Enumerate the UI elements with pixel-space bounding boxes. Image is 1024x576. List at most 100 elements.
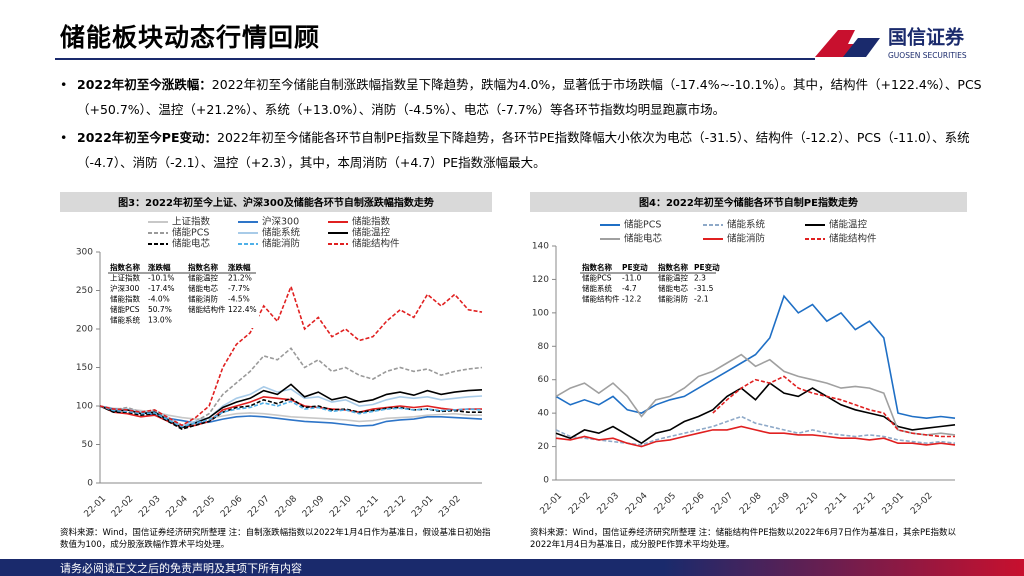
bullet: 2022年初至今涨跌幅：2022年初至今储能自制涨跌幅指数呈下降趋势，跌幅为4.… bbox=[60, 72, 982, 122]
x-tick-label: 22-06 bbox=[219, 494, 245, 520]
table-cell: -12.2 bbox=[622, 295, 642, 304]
legend-label: 储能系统 bbox=[262, 227, 301, 239]
x-tick-label: 22-10 bbox=[795, 491, 821, 517]
logo-text-en: GUOSEN SECURITIES bbox=[888, 51, 967, 60]
table-cell: -17.4% bbox=[148, 284, 175, 293]
table-header: 涨跌幅 bbox=[148, 262, 171, 272]
x-tick-label: 22-02 bbox=[110, 494, 136, 520]
table-cell: 上证指数 bbox=[110, 273, 140, 283]
table-header: PE变动 bbox=[694, 262, 720, 272]
chart-note: 资料来源：Wind，国信证券经济研究所整理 注：自制涨跌幅指数以2022年1月4… bbox=[60, 528, 491, 550]
table-cell: 储能电芯 bbox=[658, 283, 688, 293]
chart-title-bar bbox=[530, 192, 967, 212]
y-tick-label: 40 bbox=[538, 409, 550, 419]
table-cell: 储能消防 bbox=[658, 294, 688, 304]
x-tick-label: 22-07 bbox=[246, 494, 272, 520]
x-tick-label: 22-02 bbox=[567, 491, 593, 517]
table-header: 指数名称 bbox=[188, 262, 218, 272]
series-line bbox=[99, 383, 483, 429]
y-tick-label: 140 bbox=[532, 242, 549, 252]
bullet-lead: 2022年初至今涨跌幅： bbox=[77, 77, 212, 92]
series-line bbox=[99, 400, 483, 428]
logo: 国信证券 GUOSEN SECURITIES bbox=[815, 26, 967, 60]
y-tick-label: 300 bbox=[76, 248, 93, 258]
footer-accent bbox=[664, 559, 1024, 576]
series-line bbox=[555, 353, 956, 436]
legend-label: 储能系统 bbox=[727, 219, 766, 231]
logo-text: 国信证券 bbox=[888, 26, 965, 49]
x-tick-label: 22-11 bbox=[355, 494, 381, 520]
x-tick-label: 22-09 bbox=[767, 491, 793, 517]
table-cell: 储能系统 bbox=[110, 315, 140, 325]
y-tick-label: 0 bbox=[543, 476, 549, 486]
y-tick-label: 200 bbox=[76, 325, 93, 335]
table-cell: 2.3 bbox=[694, 274, 706, 283]
table-header: 涨跌幅 bbox=[228, 262, 251, 272]
table-cell: 储能电芯 bbox=[188, 283, 218, 293]
legend-label: 储能消防 bbox=[727, 233, 766, 245]
chart-title-bar bbox=[60, 192, 492, 212]
legend-label: 储能消防 bbox=[262, 238, 301, 250]
footer-text: 请务必阅读正文之后的免责声明及其项下所有内容 bbox=[60, 562, 302, 575]
x-tick-label: 23-01 bbox=[881, 491, 907, 517]
footer: 请务必阅读正文之后的免责声明及其项下所有内容 bbox=[0, 559, 1024, 576]
x-tick-label: 22-07 bbox=[710, 491, 736, 517]
legend-label: 储能指数 bbox=[352, 216, 391, 228]
table-cell: 沪深300 bbox=[110, 283, 140, 293]
table-cell: 21.2% bbox=[228, 274, 252, 283]
table-cell: 13.0% bbox=[148, 316, 172, 325]
bullet-lead: 2022年初至今PE变动： bbox=[77, 130, 217, 145]
x-tick-label: 22-08 bbox=[274, 494, 300, 520]
y-tick-label: 250 bbox=[76, 286, 93, 296]
y-tick-label: 20 bbox=[538, 442, 550, 452]
series-line bbox=[555, 425, 956, 448]
series-line bbox=[555, 415, 956, 446]
y-tick-label: 100 bbox=[532, 308, 549, 318]
table-cell: -4.5% bbox=[228, 295, 250, 304]
x-tick-label: 22-12 bbox=[852, 491, 878, 517]
table-cell: 储能消防 bbox=[188, 294, 218, 304]
table-cell: 储能PCS bbox=[582, 273, 612, 283]
table-cell: 储能温控 bbox=[658, 273, 688, 283]
table-cell: -2.1 bbox=[694, 295, 709, 304]
table-header: 指数名称 bbox=[658, 262, 688, 272]
logo-mark bbox=[843, 38, 880, 57]
table-cell: -4.7 bbox=[622, 284, 637, 293]
legend-label: 储能PCS bbox=[172, 227, 209, 239]
charts: 国信证券 GUOSEN SECURITIES 图3：2022年初至今上证、沪深3… bbox=[60, 26, 967, 550]
legend-label: 储能结构件 bbox=[352, 238, 400, 250]
table-cell: -10.1% bbox=[148, 274, 175, 283]
chart-note-box: 资料来源：Wind，国信证券经济研究所整理 注：储能结构件PE指数以2022年6… bbox=[530, 528, 957, 550]
series-line bbox=[555, 294, 956, 420]
table-header: 指数名称 bbox=[110, 262, 140, 272]
table-header: PE变动 bbox=[622, 262, 648, 272]
legend-label: 储能结构件 bbox=[829, 233, 877, 245]
x-tick-label: 22-04 bbox=[624, 491, 650, 517]
x-tick-label: 23-02 bbox=[909, 491, 935, 517]
x-tick-label: 22-01 bbox=[539, 491, 565, 517]
table-header: 指数名称 bbox=[582, 262, 612, 272]
x-tick-label: 23-02 bbox=[437, 494, 463, 520]
series-line bbox=[712, 375, 955, 438]
table-cell: 50.7% bbox=[148, 305, 172, 314]
y-tick-label: 0 bbox=[87, 479, 93, 489]
legend-label: 沪深300 bbox=[262, 216, 299, 228]
x-tick-label: 22-12 bbox=[383, 494, 409, 520]
x-tick-label: 22-11 bbox=[824, 491, 850, 517]
table-cell: -31.5 bbox=[694, 284, 714, 293]
legend-label: 储能电芯 bbox=[624, 233, 663, 245]
legend-label: 储能温控 bbox=[829, 219, 868, 231]
chart-note-box: 资料来源：Wind，国信证券经济研究所整理 注：自制涨跌幅指数以2022年1月4… bbox=[60, 528, 491, 550]
chart-title: 图3：2022年初至今上证、沪深300及储能各环节自制涨跌幅指数走势 bbox=[118, 196, 434, 209]
bullet-text: 2022年初至今储能自制涨跌幅指数呈下降趋势，跌幅为4.0%，显著低于市场跌幅（… bbox=[77, 77, 982, 117]
table-cell: -4.0% bbox=[148, 295, 170, 304]
y-tick-label: 150 bbox=[76, 363, 93, 373]
chart-note: 资料来源：Wind，国信证券经济研究所整理 注：储能结构件PE指数以2022年6… bbox=[530, 528, 957, 550]
x-tick-label: 22-09 bbox=[301, 494, 327, 520]
series-line bbox=[555, 382, 956, 445]
x-tick-label: 22-03 bbox=[137, 494, 163, 520]
x-tick-label: 22-01 bbox=[83, 494, 109, 520]
x-tick-label: 22-05 bbox=[653, 491, 679, 517]
bullet-text: 2022年初至今储能各环节自制PE指数呈下降趋势，各环节PE指数降幅大小依次为电… bbox=[77, 130, 970, 170]
